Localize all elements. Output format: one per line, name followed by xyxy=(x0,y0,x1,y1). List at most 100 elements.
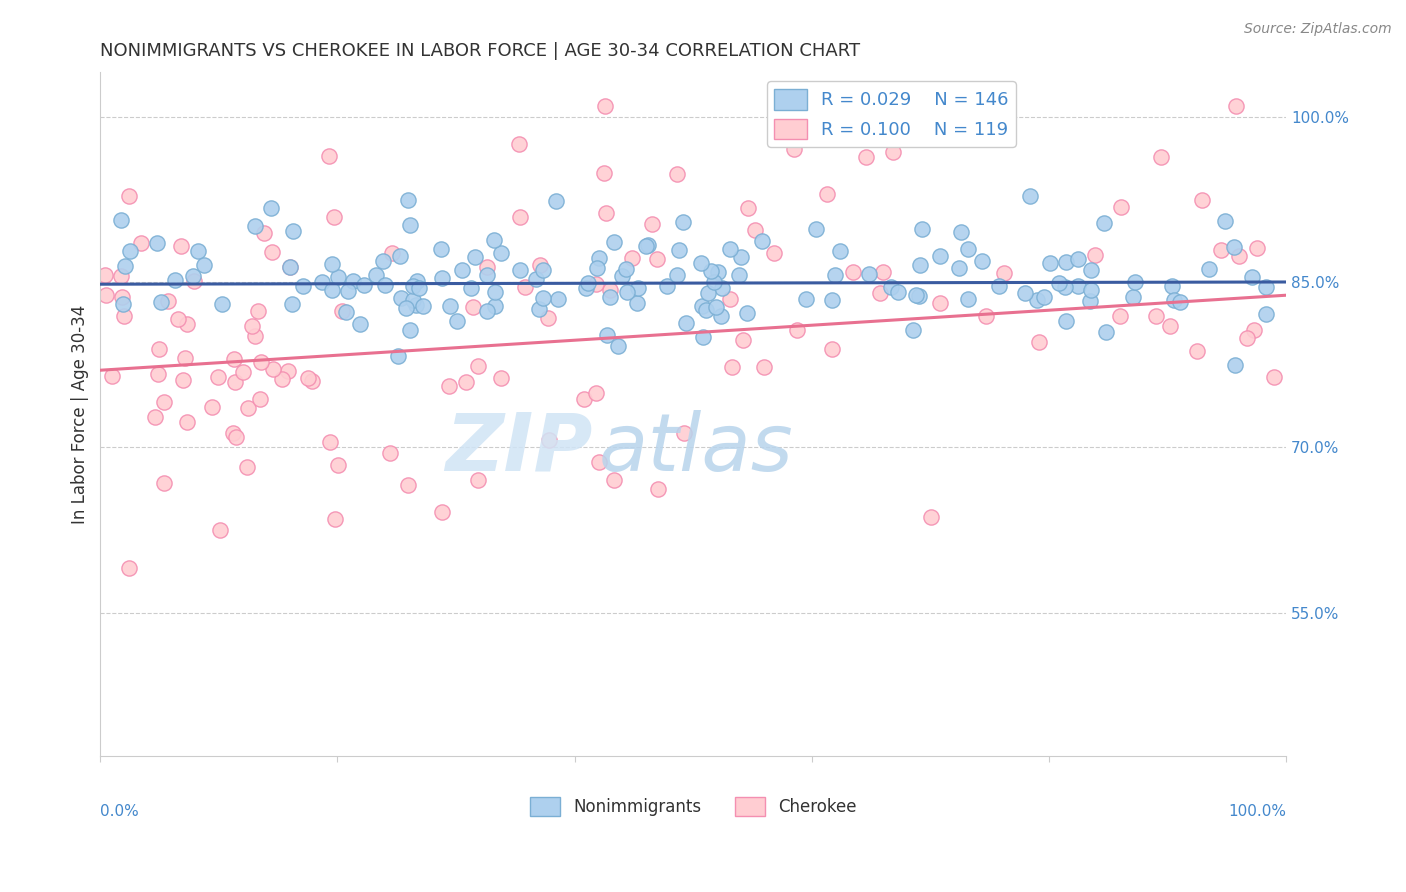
Point xyxy=(815,186,838,201)
Point xyxy=(412,299,434,313)
Point xyxy=(172,373,194,387)
Point xyxy=(183,274,205,288)
Point xyxy=(1078,293,1101,308)
Point xyxy=(672,215,695,229)
Point xyxy=(1054,313,1077,327)
Point xyxy=(430,271,453,285)
Point xyxy=(163,273,186,287)
Point xyxy=(585,386,607,401)
Point xyxy=(675,316,697,330)
Point xyxy=(956,242,979,256)
Point xyxy=(118,561,141,575)
Point xyxy=(464,250,486,264)
Point xyxy=(603,235,626,249)
Point xyxy=(1122,290,1144,304)
Point xyxy=(905,287,928,301)
Point xyxy=(1225,98,1247,112)
Point xyxy=(1168,295,1191,310)
Point xyxy=(754,360,776,375)
Point xyxy=(405,274,427,288)
Point xyxy=(1039,256,1062,270)
Point xyxy=(129,235,152,250)
Point xyxy=(278,260,301,274)
Point xyxy=(612,268,634,283)
Point xyxy=(145,236,167,251)
Point xyxy=(1159,319,1181,334)
Point xyxy=(508,137,530,152)
Point xyxy=(655,279,678,293)
Point xyxy=(830,244,852,258)
Point xyxy=(531,263,554,277)
Point xyxy=(974,309,997,323)
Point xyxy=(607,339,630,353)
Point xyxy=(647,482,669,496)
Point xyxy=(330,303,353,318)
Point xyxy=(475,304,498,318)
Point xyxy=(700,264,723,278)
Point xyxy=(727,268,749,282)
Point xyxy=(208,523,231,537)
Point xyxy=(461,300,484,314)
Point xyxy=(236,459,259,474)
Point xyxy=(173,351,195,365)
Point xyxy=(291,279,314,293)
Point xyxy=(1246,241,1268,255)
Point xyxy=(1185,343,1208,358)
Point xyxy=(94,287,117,301)
Point xyxy=(118,244,141,259)
Point xyxy=(245,219,267,233)
Point xyxy=(374,277,396,292)
Point xyxy=(1198,261,1220,276)
Point xyxy=(786,323,808,337)
Point xyxy=(1209,243,1232,257)
Point xyxy=(319,435,342,450)
Point xyxy=(143,410,166,425)
Point xyxy=(112,297,135,311)
Point xyxy=(243,329,266,343)
Point xyxy=(733,334,755,348)
Point xyxy=(118,188,141,202)
Point xyxy=(270,372,292,386)
Point xyxy=(176,317,198,331)
Point xyxy=(1028,335,1050,350)
Point xyxy=(101,369,124,384)
Point xyxy=(477,268,499,282)
Point xyxy=(869,285,891,300)
Point xyxy=(872,265,894,279)
Point xyxy=(460,281,482,295)
Point xyxy=(806,222,828,236)
Point xyxy=(1094,326,1116,340)
Point xyxy=(1263,370,1285,384)
Point xyxy=(94,268,117,282)
Point xyxy=(323,210,346,224)
Point xyxy=(689,256,711,270)
Point xyxy=(281,297,304,311)
Point xyxy=(634,239,657,253)
Point xyxy=(855,150,877,164)
Point xyxy=(156,293,179,308)
Point xyxy=(970,254,993,268)
Point xyxy=(673,425,696,440)
Point xyxy=(585,277,607,291)
Point xyxy=(1160,278,1182,293)
Point xyxy=(595,205,617,219)
Point xyxy=(1223,358,1246,372)
Text: atlas: atlas xyxy=(599,409,793,488)
Point xyxy=(446,314,468,328)
Point xyxy=(574,392,596,406)
Point xyxy=(718,292,741,306)
Point xyxy=(950,225,973,239)
Point xyxy=(586,261,609,276)
Point xyxy=(1026,293,1049,307)
Point xyxy=(620,252,643,266)
Point xyxy=(707,264,730,278)
Point xyxy=(911,222,934,236)
Point xyxy=(1067,279,1090,293)
Point xyxy=(181,268,204,283)
Point xyxy=(301,374,323,388)
Point xyxy=(1243,323,1265,337)
Point xyxy=(526,272,548,286)
Point xyxy=(529,302,551,317)
Point xyxy=(616,285,638,299)
Point xyxy=(276,364,298,378)
